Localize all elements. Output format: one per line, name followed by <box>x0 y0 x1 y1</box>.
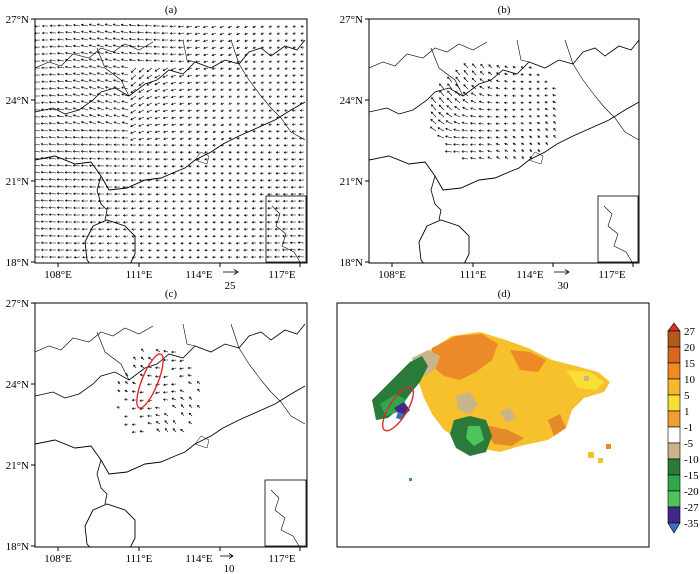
colorbar-segment <box>667 426 681 444</box>
panel-c-reference-vector: 10 <box>220 553 236 574</box>
colorbar-label: -1 <box>684 422 693 434</box>
panel-c-xtick: 114°E <box>185 553 212 565</box>
colorbar-segment <box>667 442 681 460</box>
colorbar-label: -5 <box>684 438 694 450</box>
panel-a-ytick: 27°N <box>6 14 29 26</box>
colorbar-label: 1 <box>684 406 690 418</box>
panel-a-title: (a) <box>165 4 178 16</box>
panel-c-red-ellipse <box>136 353 164 409</box>
panel-b-ref-value: 30 <box>558 280 570 292</box>
panel-c-ytick: 21°N <box>6 460 29 472</box>
panel-b-xtick: 114°E <box>516 269 543 281</box>
colorbar-segment <box>667 458 681 476</box>
panel-a-frame <box>34 18 308 264</box>
panel-b-xtick: 111°E <box>460 269 487 281</box>
colorbar-label: 27 <box>684 326 696 338</box>
panel-b-ytick: 27°N <box>340 14 363 26</box>
colorbar-segment <box>667 330 681 348</box>
panel-c-xtick: 117°E <box>268 553 295 565</box>
panel-c-ytick: 27°N <box>6 298 29 310</box>
panel-a-ytick: 18°N <box>6 257 29 269</box>
panel-b-inset <box>597 195 639 263</box>
panel-a-ytick: 24°N <box>6 95 29 107</box>
colorbar-segment <box>667 490 681 508</box>
panel-b-xaxis: 108°E 111°E 114°E 117°E <box>378 263 634 281</box>
panel-b-ytick: 24°N <box>340 95 363 107</box>
panel-c-xtick: 108°E <box>44 553 72 565</box>
panel-b-reference-vector: 30 <box>554 269 570 292</box>
panel-c-ytick: 24°N <box>6 379 29 391</box>
panel-a: (a) 27°N 24°N 21°N 18°N 108°E 111°E 114°… <box>6 4 308 292</box>
panel-b: (b) 27°N 24°N 21°N 18°N 108°E 111°E 114°… <box>340 4 640 292</box>
colorbar-label: 10 <box>684 374 696 386</box>
colorbar-segment <box>667 410 681 428</box>
colorbar-segment <box>667 322 681 332</box>
panel-d-frame <box>336 302 650 548</box>
colorbar-label: 15 <box>684 358 696 370</box>
colorbar-label: -35 <box>684 518 699 530</box>
panel-c-xtick: 111°E <box>126 553 153 565</box>
colorbar-label: -10 <box>684 454 699 466</box>
panel-b-xtick: 108°E <box>378 269 406 281</box>
panel-a-ref-value: 25 <box>225 280 237 292</box>
colorbar-segment <box>667 474 681 492</box>
panel-c-wind-vectors <box>116 348 201 434</box>
panel-b-ytick: 21°N <box>340 176 363 188</box>
panel-c-yaxis: 27°N 24°N 21°N 18°N <box>6 298 35 553</box>
colorbar-segment <box>667 362 681 380</box>
panel-a-xtick: 114°E <box>185 269 212 281</box>
panel-c-ref-value: 10 <box>224 563 236 574</box>
panel-d-red-ellipse <box>382 386 414 432</box>
panel-c-frame <box>34 302 308 548</box>
panel-a-xaxis: 108°E 111°E 114°E 117°E <box>44 263 301 281</box>
colorbar-label: 20 <box>684 342 696 354</box>
panel-a-yaxis: 27°N 24°N 21°N 18°N <box>6 14 35 269</box>
panel-b-wind-vectors <box>429 63 557 160</box>
panel-a-coastline <box>35 39 306 263</box>
panel-b-ytick: 18°N <box>340 257 363 269</box>
colorbar-segment <box>667 506 681 524</box>
panel-a-ytick: 21°N <box>6 176 29 188</box>
colorbar: 27 20 15 10 5 1 -1 -5 -10 -15 -20 -27 -35 <box>667 322 699 534</box>
colorbar-label: -27 <box>684 502 699 514</box>
panel-b-yaxis: 27°N 24°N 21°N 18°N <box>340 14 369 269</box>
panel-b-xtick: 117°E <box>598 269 625 281</box>
panel-c-ytick: 18°N <box>6 541 29 553</box>
colorbar-segment <box>667 378 681 396</box>
colorbar-label: 5 <box>684 390 690 402</box>
colorbar-label: -20 <box>684 486 699 498</box>
panel-c: (c) 27°N 24°N 21°N 18°N 108°E 111°E 114°… <box>6 288 308 574</box>
colorbar-segment <box>667 394 681 412</box>
colorbar-segment <box>667 346 681 364</box>
panel-b-frame <box>368 18 640 264</box>
colorbar-segment <box>667 522 681 534</box>
panel-c-coastline <box>35 323 306 547</box>
panel-d-radar-field <box>372 332 611 481</box>
panel-d-title: (d) <box>498 288 511 300</box>
panel-a-xtick: 117°E <box>268 269 295 281</box>
panel-c-xaxis: 108°E 111°E 114°E 117°E <box>44 547 301 565</box>
panel-c-title: (c) <box>165 288 178 300</box>
panel-a-xtick: 111°E <box>126 269 153 281</box>
panel-d: (d) <box>336 288 650 548</box>
panel-a-xtick: 108°E <box>44 269 72 281</box>
panel-a-wind-vectors <box>35 23 305 259</box>
colorbar-label: -15 <box>684 470 699 482</box>
panel-a-reference-vector: 25 <box>223 269 239 292</box>
panel-b-title: (b) <box>498 4 511 16</box>
